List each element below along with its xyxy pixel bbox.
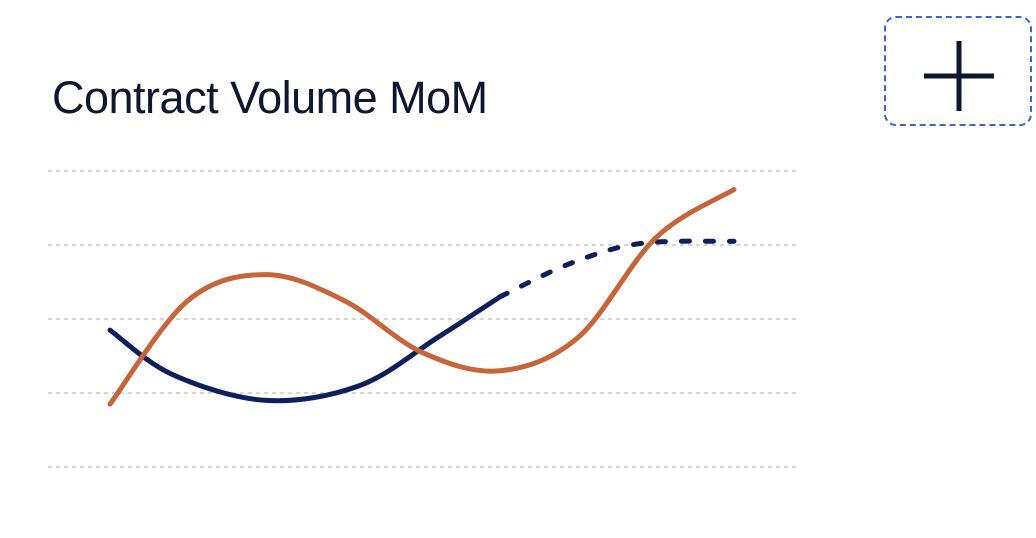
plus-icon [924, 41, 994, 111]
line-chart [48, 170, 796, 468]
series-line-1 [107, 294, 503, 404]
chart-title: Contract Volume MoM [52, 72, 488, 123]
series-line-3 [107, 187, 737, 407]
series-lines [107, 187, 737, 407]
add-chart-button[interactable] [884, 16, 1032, 126]
